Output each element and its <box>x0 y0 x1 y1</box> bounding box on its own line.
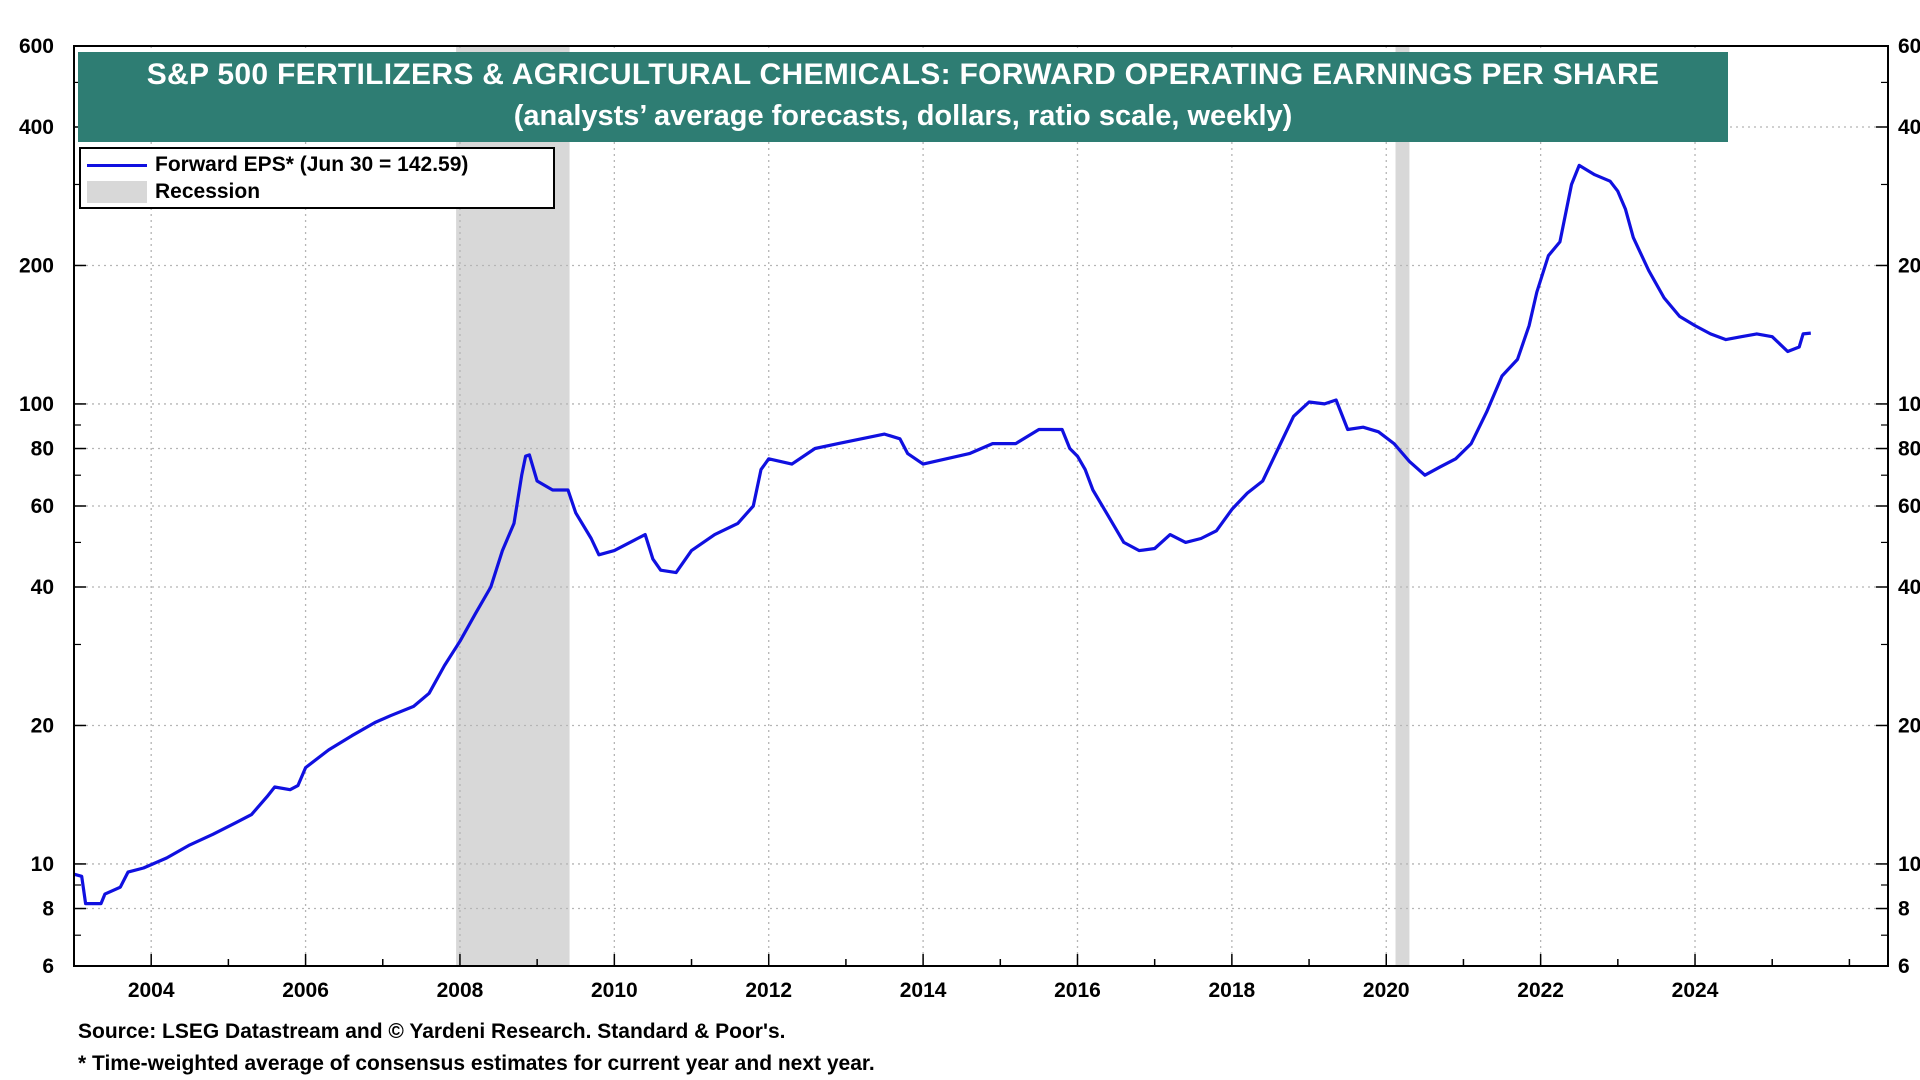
chart-subtitle: (analysts’ average forecasts, dollars, r… <box>513 100 1293 132</box>
x-tick-label: 2016 <box>1054 979 1101 1002</box>
y-tick-label-right: 600 <box>1898 35 1920 58</box>
y-tick-label-left: 80 <box>31 438 54 461</box>
y-axis-right-labels: 6 8 10 20 40 60 80 100 200 400 600 <box>1898 35 1920 978</box>
y-tick-label-right: 80 <box>1898 438 1920 461</box>
legend-line-swatch <box>87 163 147 167</box>
y-tick-label-left: 100 <box>19 393 54 416</box>
y-tick-label-right: 20 <box>1898 714 1920 737</box>
legend-recession-swatch <box>87 181 147 203</box>
y-tick-label-left: 10 <box>31 853 54 876</box>
y-tick-label-left: 20 <box>31 714 54 737</box>
y-tick-label-right: 60 <box>1898 495 1920 518</box>
recession-band-2 <box>1395 46 1410 966</box>
legend-label-forward-eps: Forward EPS* (Jun 30 = 142.59) <box>155 153 469 176</box>
y-tick-label-left: 60 <box>31 495 54 518</box>
y-tick-label-left: 200 <box>19 254 54 277</box>
plot-frame <box>73 45 1889 967</box>
x-tick-label: 2020 <box>1363 979 1410 1002</box>
y-tick-label-left: 40 <box>31 576 54 599</box>
y-tick-label-right: 200 <box>1898 254 1920 277</box>
forward-eps-line <box>73 163 1811 906</box>
x-tick-label: 2006 <box>282 979 329 1002</box>
y-tick-label-right: 100 <box>1898 393 1920 416</box>
source-note: Source: LSEG Datastream and © Yardeni Re… <box>78 1020 786 1043</box>
chart-title: S&P 500 FERTILIZERS & AGRICULTURAL CHEMI… <box>146 58 1660 91</box>
legend-item-forward-eps: Forward EPS* (Jun 30 = 142.59) <box>87 152 468 178</box>
x-tick-label: 2004 <box>128 979 175 1002</box>
chart-title-banner: S&P 500 FERTILIZERS & AGRICULTURAL CHEMI… <box>78 52 1728 142</box>
y-tick-label-right: 6 <box>1898 955 1910 978</box>
y-tick-label-left: 8 <box>42 898 54 921</box>
y-tick-label-left: 400 <box>19 116 54 139</box>
x-axis-labels: 2004 2006 2008 2010 2012 2014 2016 2018 2020 2022… <box>128 979 1719 1002</box>
y-tick-label-left: 6 <box>42 955 54 978</box>
y-axis-left-labels: 6 8 10 20 40 60 80 100 200 400 600 <box>19 35 54 978</box>
x-tick-label: 2022 <box>1517 979 1564 1002</box>
x-tick-label: 2024 <box>1672 979 1719 1002</box>
footnote: * Time-weighted average of consensus est… <box>78 1052 875 1075</box>
y-tick-label-left: 600 <box>19 35 54 58</box>
x-tick-label: 2014 <box>900 979 947 1002</box>
legend-label-recession: Recession <box>155 180 261 203</box>
y-tick-label-right: 400 <box>1898 116 1920 139</box>
y-tick-label-right: 40 <box>1898 576 1920 599</box>
x-tick-label: 2018 <box>1209 979 1256 1002</box>
x-tick-label: 2012 <box>745 979 792 1002</box>
x-tick-label: 2010 <box>591 979 638 1002</box>
x-tick-label: 2008 <box>437 979 484 1002</box>
y-tick-label-right: 10 <box>1898 853 1920 876</box>
legend: Forward EPS* (Jun 30 = 142.59) Recession <box>79 147 555 209</box>
y-tick-label-right: 8 <box>1898 898 1910 921</box>
legend-item-recession: Recession <box>87 179 260 205</box>
